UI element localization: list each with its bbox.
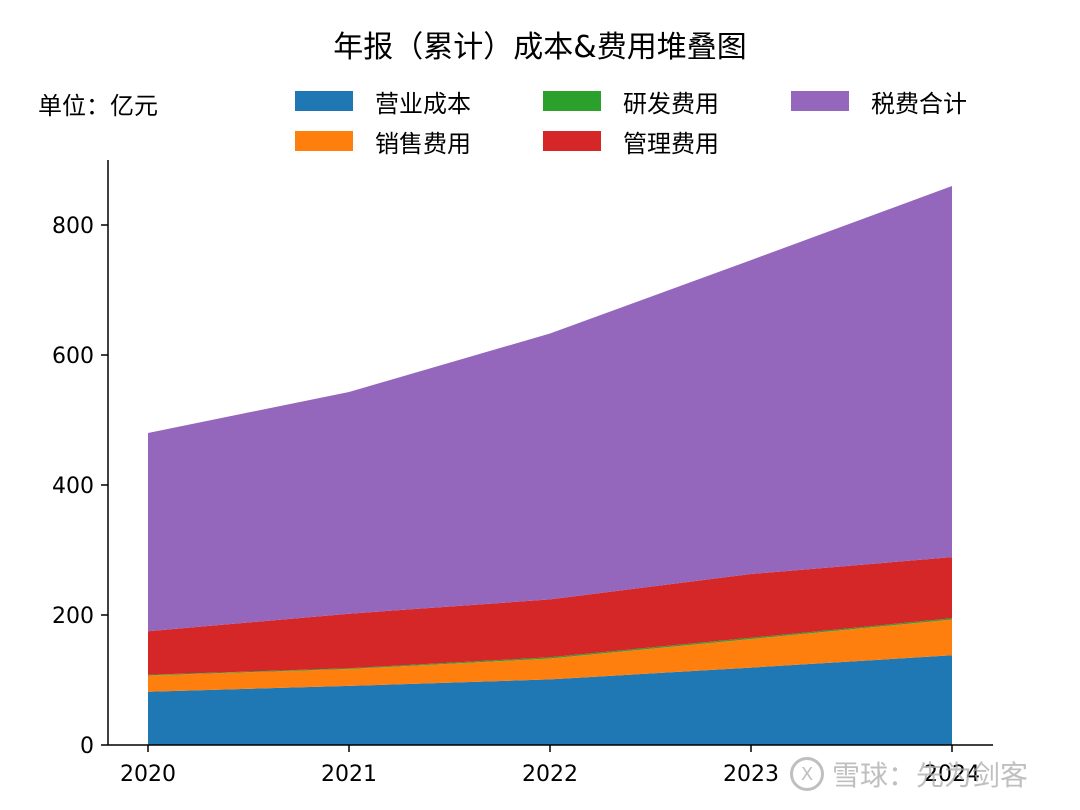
area-series-2 bbox=[148, 619, 952, 692]
legend-item-admin-expense: 管理费用 bbox=[543, 124, 719, 158]
legend-item-rd-expense: 研发费用 bbox=[543, 84, 719, 118]
x-tick-label: 2022 bbox=[522, 762, 578, 787]
legend-item-cost-of-sales: 营业成本 bbox=[295, 84, 471, 118]
legend-item-selling-expense: 销售费用 bbox=[295, 124, 471, 158]
legend-label: 销售费用 bbox=[375, 129, 471, 158]
legend-item-taxes-total: 税费合计 bbox=[791, 84, 967, 118]
x-tick-label: 2024 bbox=[924, 762, 980, 787]
legend-swatch bbox=[295, 131, 353, 151]
legend-label: 研发费用 bbox=[623, 89, 719, 118]
legend-label: 营业成本 bbox=[375, 89, 471, 118]
legend-swatch bbox=[791, 91, 849, 111]
legend-swatch bbox=[543, 91, 601, 111]
legend-swatch bbox=[543, 131, 601, 151]
area-series-5 bbox=[148, 186, 952, 632]
legend-swatch bbox=[295, 91, 353, 111]
y-tick-label: 600 bbox=[52, 344, 94, 369]
legend: 营业成本 销售费用 研发费用 管理费用 税费合计 bbox=[295, 84, 1015, 164]
x-tick-label: 2020 bbox=[120, 762, 176, 787]
y-tick-label: 800 bbox=[52, 214, 94, 239]
area-layers bbox=[148, 186, 952, 745]
watermark: X 雪球：先为剑客 bbox=[790, 754, 1028, 794]
x-tick-label: 2023 bbox=[723, 762, 779, 787]
watermark-text: 雪球：先为剑客 bbox=[832, 759, 1029, 792]
unit-label: 单位：亿元 bbox=[38, 92, 158, 120]
x-tick-label: 2021 bbox=[321, 762, 377, 787]
y-tick-label: 0 bbox=[80, 734, 94, 759]
legend-label: 税费合计 bbox=[871, 89, 967, 118]
axes: 0 200 400 600 800 2020 2021 2022 2023 2024 bbox=[52, 160, 993, 787]
y-tick-label: 200 bbox=[52, 604, 94, 629]
area-series-4 bbox=[148, 557, 952, 675]
xueqiu-logo-icon: X bbox=[790, 757, 824, 791]
area-series-1 bbox=[148, 655, 952, 745]
y-tick-label: 400 bbox=[52, 474, 94, 499]
legend-label: 管理费用 bbox=[623, 129, 719, 158]
chart-title: 年报（累计）成本&费用堆叠图 bbox=[333, 30, 747, 65]
